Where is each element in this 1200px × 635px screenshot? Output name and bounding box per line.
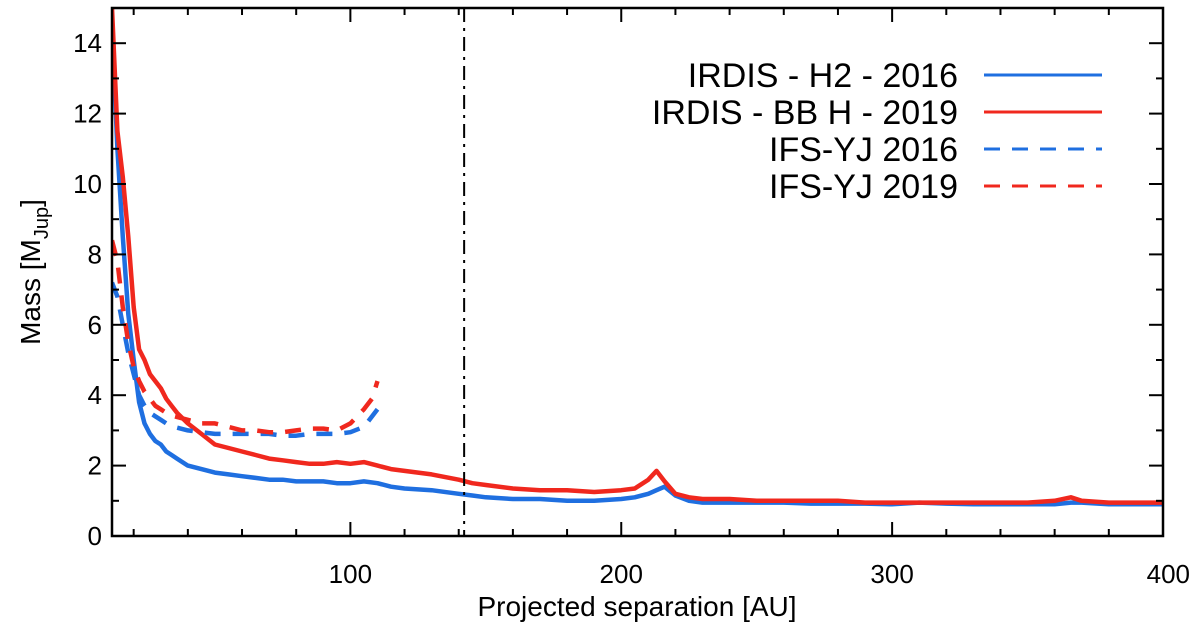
x-tick-label: 300 [870, 559, 913, 589]
y-tick-label: 8 [88, 239, 102, 269]
series-layer [112, 8, 1163, 507]
y-axis-ticks: 0 2 4 6 8 10 12 14 [73, 7, 1163, 551]
x-tick-label: 400 [1147, 559, 1190, 589]
x-tick-label: 200 [600, 559, 643, 589]
x-axis-label: Projected separation [AU] [477, 591, 796, 622]
y-tick-label: 6 [88, 310, 102, 340]
series-line-4 [112, 239, 380, 435]
legend-label-3: IFS-YJ 2016 [769, 131, 958, 169]
y-axis-label-main: Mass [M [15, 239, 46, 345]
y-axis-label-close: ] [15, 199, 46, 207]
y-tick-label: 2 [88, 451, 102, 481]
legend-label-2: IRDIS - BB H - 2019 [652, 94, 958, 132]
legend-label-4: IFS-YJ 2019 [769, 168, 958, 206]
series-line-3 [112, 281, 380, 438]
plot-frame [110, 6, 1165, 538]
x-tick-label: 100 [329, 559, 372, 589]
y-axis-label: Mass [MJup] [15, 199, 53, 345]
y-tick-label: 14 [73, 28, 102, 58]
y-axis-label-sub: Jup [31, 207, 53, 239]
y-tick-label: 10 [73, 169, 102, 199]
y-tick-label: 0 [88, 521, 102, 551]
x-axis-ticks: 100 200 300 400 [132, 8, 1190, 589]
legend-label-1: IRDIS - H2 - 2016 [688, 57, 958, 95]
y-tick-label: 4 [88, 380, 102, 410]
series-line-2 [112, 8, 1163, 505]
y-tick-label: 12 [73, 99, 102, 129]
